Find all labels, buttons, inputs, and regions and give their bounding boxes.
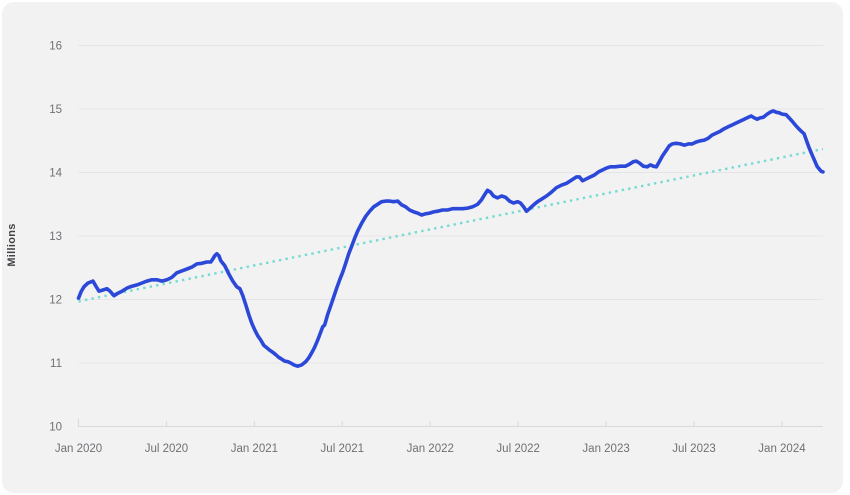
y-axis-title: Millions xyxy=(6,223,18,266)
y-tick-label: 11 xyxy=(50,358,62,370)
x-tick-label: Jan 2021 xyxy=(231,443,278,455)
series-line[interactable] xyxy=(76,109,825,369)
x-tick-label: Jan 2024 xyxy=(758,443,806,455)
x-tick-label: Jan 2023 xyxy=(582,443,629,455)
y-axis-tick-labels: 10 11 12 13 14 15 16 xyxy=(49,41,62,434)
x-tick-label: Jan 2020 xyxy=(55,443,102,455)
trend-dotted-line xyxy=(78,147,824,303)
y-tick-label: 13 xyxy=(49,231,62,243)
y-tick-label: 15 xyxy=(49,104,62,116)
x-tick-label: Jul 2021 xyxy=(321,443,364,455)
x-tick-label: Jul 2020 xyxy=(145,443,188,455)
y-tick-label: 10 xyxy=(49,422,62,434)
y-tick-label: 12 xyxy=(49,295,62,307)
x-tick-label: Jul 2022 xyxy=(496,443,539,455)
y-tick-label: 14 xyxy=(49,168,62,180)
x-tick-label: Jul 2023 xyxy=(672,443,715,455)
x-axis-ticks xyxy=(78,418,783,427)
x-axis-tick-labels: Jan 2020 Jul 2020 Jan 2021 Jul 2021 Jan 2022… xyxy=(55,443,806,455)
y-tick-label: 16 xyxy=(49,41,62,53)
x-tick-label: Jan 2022 xyxy=(407,443,454,455)
gridlines xyxy=(78,45,823,427)
plot-lines xyxy=(76,109,825,369)
